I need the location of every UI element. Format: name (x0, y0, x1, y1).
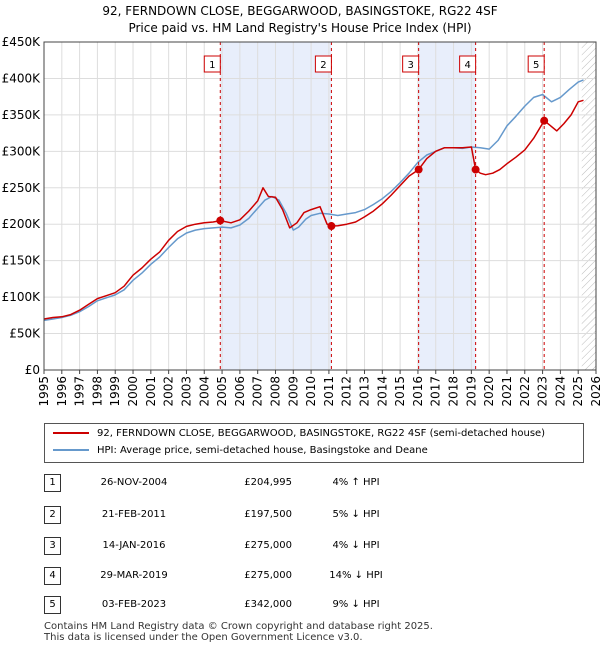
x-tick-label: 1998 (90, 376, 104, 407)
x-tick-label: 2017 (429, 376, 443, 407)
sale-point (540, 116, 549, 125)
sale-label: 4 (464, 60, 470, 71)
y-tick-label: £50K (9, 327, 41, 341)
price-paid-line (43, 99, 584, 320)
x-tick-label: 2023 (536, 376, 550, 407)
legend-hpi: HPI: Average price, semi-detached house,… (53, 443, 428, 459)
transaction-number: 2 (44, 506, 61, 524)
x-tick-label: 2022 (518, 376, 532, 407)
transaction-date: 21-FEB-2011 (101, 509, 167, 520)
transaction-hpi: 9% ↓ HPI (332, 599, 380, 610)
y-tick-label: £400K (2, 71, 42, 85)
y-tick-label: £0 (25, 363, 40, 377)
plot-frame (43, 41, 597, 371)
chart-title: 92, FERNDOWN CLOSE, BEGGARWOOD, BASINGST… (102, 4, 498, 18)
transaction-number: 4 (44, 567, 61, 585)
sale-label: 5 (533, 60, 539, 71)
y-tick-label: £250K (2, 181, 42, 195)
sale-point (327, 222, 336, 231)
sale-point (216, 216, 225, 225)
x-tick-label: 2013 (358, 376, 372, 407)
forecast-hatch (581, 42, 596, 370)
transaction-row: 1 26-NOV-2004 £204,995 4% ↑ HPI (44, 473, 584, 493)
x-tick-label: 2018 (447, 376, 461, 407)
x-tick-label: 2005 (215, 376, 229, 407)
y-tick-label: £150K (2, 254, 42, 268)
x-tick-label: 2006 (233, 376, 247, 407)
hpi-line (43, 79, 584, 322)
x-tick-label: 2021 (500, 376, 514, 407)
transaction-date: 29-MAR-2019 (100, 570, 168, 581)
legend-red-line (53, 432, 89, 434)
legend-property-label: 92, FERNDOWN CLOSE, BEGGARWOOD, BASINGST… (97, 428, 546, 439)
x-tick-label: 2002 (162, 376, 176, 407)
x-tick-label: 2025 (571, 376, 585, 407)
footer-copyright: Contains HM Land Registry data © Crown c… (44, 621, 433, 632)
x-tick-label: 2001 (144, 376, 158, 407)
y-tick-label: £300K (2, 144, 42, 158)
x-tick-label: 2012 (340, 376, 354, 407)
x-tick-label: 2010 (304, 376, 318, 407)
transaction-hpi: 4% ↓ HPI (332, 540, 380, 551)
sale-point (471, 165, 480, 174)
transaction-row: 4 29-MAR-2019 £275,000 14% ↓ HPI (44, 566, 584, 586)
transaction-hpi: 5% ↓ HPI (332, 509, 380, 520)
x-tick-label: 2024 (553, 376, 567, 407)
x-tick-label: 2009 (286, 376, 300, 407)
legend-blue-line (53, 449, 89, 451)
sale-label-box (527, 55, 545, 73)
transaction-number: 1 (44, 474, 61, 492)
y-tick-label: £100K (2, 290, 42, 304)
transaction-date: 14-JAN-2016 (102, 540, 166, 551)
transaction-date: 26-NOV-2004 (100, 477, 168, 488)
transaction-price: £275,000 (244, 570, 292, 581)
y-tick-label: £350K (2, 108, 42, 122)
x-tick-label: 2003 (179, 376, 193, 407)
shaded-period (418, 42, 476, 370)
legend-hpi-label: HPI: Average price, semi-detached house,… (97, 445, 428, 456)
x-tick-label: 1996 (55, 376, 69, 407)
x-tick-label: 1999 (108, 376, 122, 407)
x-tick-label: 2008 (268, 376, 282, 407)
x-tick-label: 1995 (37, 376, 51, 407)
transaction-date: 03-FEB-2023 (101, 599, 167, 610)
sale-point (414, 165, 423, 174)
transaction-price: £197,500 (244, 509, 292, 520)
x-tick-label: 2016 (411, 376, 425, 407)
x-tick-label: 2015 (393, 376, 407, 407)
chart-subtitle: Price paid vs. HM Land Registry's House … (128, 21, 472, 35)
x-tick-label: 2007 (251, 376, 265, 407)
x-tick-label: 2026 (589, 376, 600, 407)
transaction-row: 5 03-FEB-2023 £342,000 9% ↓ HPI (44, 595, 584, 615)
transaction-row: 3 14-JAN-2016 £275,000 4% ↓ HPI (44, 536, 584, 556)
chart-legend: 92, FERNDOWN CLOSE, BEGGARWOOD, BASINGST… (44, 423, 584, 463)
transaction-hpi: 14% ↓ HPI (329, 570, 383, 581)
footer-license: This data is licensed under the Open Gov… (44, 632, 363, 643)
sale-label-box (203, 55, 221, 73)
x-tick-label: 2020 (482, 376, 496, 407)
y-tick-label: £200K (2, 217, 42, 231)
transaction-price: £204,995 (244, 477, 292, 488)
x-tick-label: 2000 (126, 376, 140, 407)
sale-label: 3 (407, 60, 413, 71)
sale-label-box (314, 55, 332, 73)
price-chart: 1 2 3 4 5 £0 £50K £100K £150K £200K £250K £300K £35… (2, 35, 600, 407)
x-tick-label: 2019 (464, 376, 478, 407)
x-tick-label: 2004 (197, 376, 211, 407)
x-tick-label: 2014 (375, 376, 389, 407)
x-tick-label: 2011 (322, 376, 336, 407)
transaction-price: £275,000 (244, 540, 292, 551)
legend-property: 92, FERNDOWN CLOSE, BEGGARWOOD, BASINGST… (53, 426, 545, 442)
transaction-hpi: 4% ↑ HPI (332, 477, 380, 488)
sale-label: 1 (209, 60, 215, 71)
sale-label-box (402, 55, 420, 73)
transaction-number: 3 (44, 537, 61, 555)
x-tick-label: 1997 (73, 376, 87, 407)
transaction-row: 2 21-FEB-2011 £197,500 5% ↓ HPI (44, 505, 584, 525)
sale-label-box (459, 55, 477, 73)
y-tick-label: £450K (2, 35, 42, 49)
transaction-price: £342,000 (244, 599, 292, 610)
sale-label: 2 (320, 60, 326, 71)
transaction-number: 5 (44, 596, 61, 614)
